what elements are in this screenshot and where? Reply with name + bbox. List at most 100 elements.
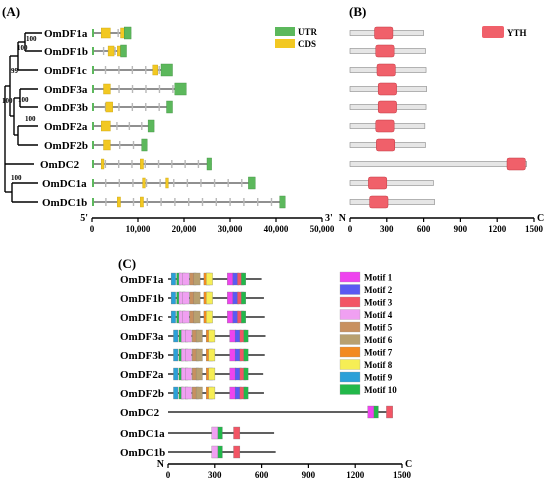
panel-b-label: (B): [349, 4, 366, 19]
exon-mark: [104, 160, 107, 168]
axis-end-label: 3': [325, 213, 333, 224]
axis-tick-label: 1200: [346, 470, 365, 480]
exon-mark: [229, 198, 231, 206]
motif-block: [206, 291, 213, 305]
cds-legend-swatch: [275, 39, 295, 48]
yth-domain: [506, 157, 526, 171]
motif-legend-label: Motif 7: [364, 348, 393, 358]
motif-block: [185, 386, 192, 400]
exon-mark: [158, 103, 160, 111]
motif-legend-swatch: [339, 334, 361, 345]
motif-block: [206, 310, 213, 324]
axis-tick-label: 600: [255, 470, 269, 480]
yth-domain: [376, 63, 396, 77]
utr-block: [92, 66, 94, 74]
bootstrap-value: 100: [17, 44, 28, 52]
axis-end-label: C: [405, 459, 412, 470]
yth-domain: [377, 100, 397, 114]
axis-tick-label: 1200: [488, 224, 507, 234]
exon-mark: [118, 85, 120, 93]
motif-legend-label: Motif 1: [364, 273, 393, 283]
axis-tick-label: 300: [208, 470, 222, 480]
motif-legend-swatch: [339, 384, 361, 395]
cds-legend-label: CDS: [298, 39, 316, 49]
motif-block: [173, 348, 179, 362]
motif-block: [241, 272, 246, 286]
motif-block: [195, 348, 203, 362]
cds-block: [165, 177, 169, 189]
motif-block: [193, 291, 201, 305]
panel-a-label: (A): [2, 4, 20, 19]
utr-block: [92, 179, 94, 187]
motif-axis: 0 300 600 900 1200 1500 N C: [157, 459, 412, 480]
gene-name-a: OmDF1c: [44, 65, 87, 77]
exon-mark: [184, 160, 186, 168]
utr-block: [248, 176, 256, 190]
exon-mark: [243, 198, 245, 206]
exon-mark: [159, 179, 161, 187]
gene-name-a: OmDF1a: [44, 28, 88, 40]
exon-mark: [241, 179, 243, 187]
panel-c-label: (C): [118, 256, 136, 271]
gene-structure-axis: 0 10,000 20,000 30,000 40,000 50,000 5' 3': [80, 213, 335, 234]
cds-block: [120, 27, 125, 39]
cds-block: [103, 139, 111, 151]
exon-mark: [188, 198, 190, 206]
exon-mark: [160, 198, 162, 206]
utr-block: [279, 195, 286, 209]
motif-block: [241, 291, 246, 305]
gene-name-c: OmDC1a: [120, 428, 165, 440]
yth-domain: [369, 195, 389, 209]
gene-name-c: OmDF3b: [120, 350, 164, 362]
utr-legend-swatch: [275, 27, 295, 36]
exon-mark: [104, 66, 107, 74]
cds-block: [117, 45, 121, 57]
gene-name-c: OmDF3a: [120, 331, 164, 343]
motif-block: [170, 272, 176, 286]
cds-block: [117, 196, 121, 208]
motif-legend-swatch: [339, 346, 361, 358]
exon-mark: [116, 122, 118, 130]
exon-mark: [118, 179, 121, 187]
motif-block: [243, 329, 249, 343]
bootstrap-value: 100: [25, 115, 36, 123]
axis-tick-label: 0: [90, 224, 95, 234]
cds-block: [100, 120, 111, 132]
bootstrap-value: 100: [26, 35, 37, 43]
axis-tick-label: 10,000: [126, 224, 151, 234]
utr-block: [92, 85, 94, 93]
gene-name-c: OmDF1c: [120, 312, 163, 324]
motif-block: [208, 329, 216, 343]
exon-mark: [197, 160, 200, 168]
exon-mark: [132, 141, 135, 149]
motif-block: [241, 310, 246, 324]
exon-mark: [145, 103, 147, 111]
yth-domain: [377, 82, 397, 96]
bootstrap-value: 99: [11, 67, 19, 75]
yth-domain: [368, 176, 388, 190]
cds-block: [103, 83, 111, 95]
utr-block: [166, 100, 173, 114]
gene-name-a: OmDF3b: [44, 102, 88, 114]
motif-legend-swatch: [339, 284, 361, 295]
motif-block: [243, 348, 249, 362]
motif-legend-swatch: [339, 371, 361, 383]
gene-structure-panel: [92, 26, 286, 209]
gene-name-a: OmDC1a: [42, 178, 87, 190]
axis-tick-label: 30,000: [218, 224, 243, 234]
exon-mark: [132, 198, 135, 206]
utr-block: [206, 157, 212, 171]
utr-block: [174, 82, 187, 96]
bootstrap-value: 100: [11, 174, 22, 182]
motif-block: [185, 348, 192, 362]
motif-block: [386, 405, 393, 419]
axis-start-label: N: [157, 459, 165, 470]
motif-legend-label: Motif 3: [364, 298, 393, 308]
exon-mark: [158, 66, 160, 74]
utr-block: [92, 122, 94, 130]
exon-mark: [114, 47, 116, 55]
motif-block: [211, 426, 219, 440]
motif-block: [185, 367, 192, 381]
exon-mark: [201, 198, 204, 206]
utr-block: [120, 44, 127, 58]
